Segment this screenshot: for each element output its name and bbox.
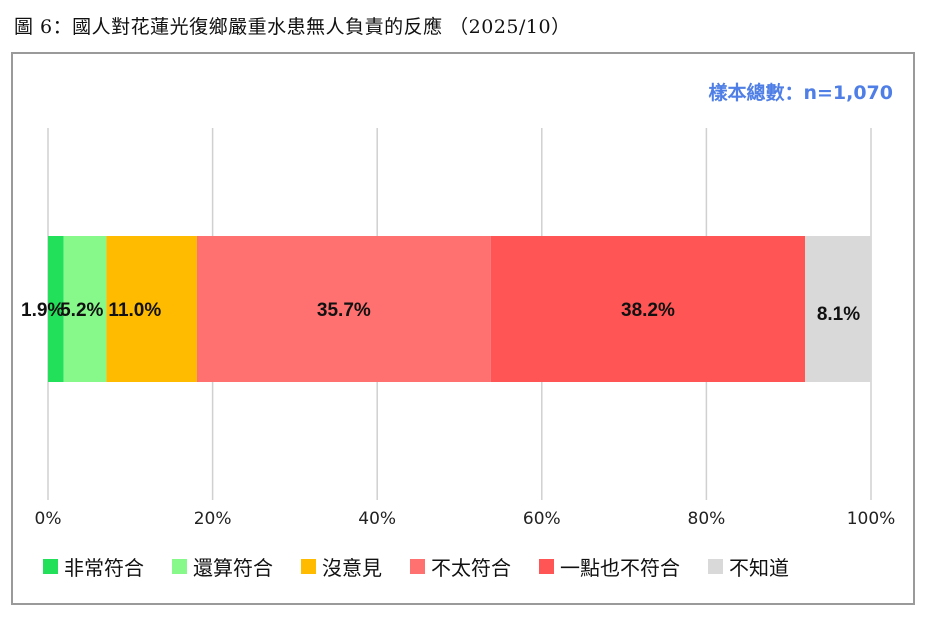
x-tick-label: 60% — [523, 509, 561, 529]
legend-label: 一點也不符合 — [560, 556, 680, 580]
bar-segment-3 — [106, 236, 197, 382]
legend-label: 不太符合 — [431, 556, 511, 580]
data-label-1: 1.9% — [21, 300, 64, 321]
legend-label: 沒意見 — [322, 556, 382, 580]
data-label-6: 8.1% — [817, 304, 860, 325]
legend-swatch — [172, 559, 187, 574]
bar-segment-2 — [63, 236, 107, 382]
bar-segment-5 — [490, 236, 806, 382]
x-tick-label: 100% — [847, 509, 896, 529]
bar-segment-1 — [48, 236, 64, 382]
stacked-bar-chart: 0% 20% 40% 60% 80% 100% 1.9%5.2% 11.0% 35.7% 38.2… — [21, 128, 896, 529]
x-tick-label: 80% — [688, 509, 726, 529]
legend-swatch — [539, 559, 554, 574]
legend-swatch — [301, 559, 316, 574]
x-tick-label: 20% — [194, 509, 232, 529]
legend-swatch — [708, 559, 723, 574]
figure-caption: 圖 6：國人對花蓮光復鄉嚴重水患無人負責的反應 （2025/10） — [14, 16, 571, 38]
data-label-4: 35.7% — [317, 300, 371, 321]
bar-segment-6 — [805, 236, 872, 382]
legend-swatch — [410, 559, 425, 574]
legend-label: 還算符合 — [193, 556, 273, 580]
data-label-5: 38.2% — [621, 300, 675, 321]
sample-size-label: 樣本總數：n=1,070 — [708, 82, 893, 104]
data-label-2: 5.2% — [60, 300, 103, 321]
chart-legend: 非常符合 還算符合 沒意見 不太符合 一點也不符合 不知道 — [43, 552, 789, 581]
legend-swatch — [43, 559, 58, 574]
legend-item-6: 不知道 — [708, 552, 789, 581]
x-tick-label: 40% — [358, 509, 396, 529]
legend-item-3: 沒意見 — [301, 552, 382, 581]
legend-label: 不知道 — [729, 556, 789, 580]
bar-segment-4 — [196, 236, 491, 382]
chart-frame: 樣本總數：n=1,070 0% 20% 40% 60% 80% 100% 1.9% 5.2% 1… — [11, 52, 915, 605]
legend-label: 非常符合 — [64, 556, 144, 580]
legend-item-5: 一點也不符合 — [539, 552, 680, 581]
x-tick-label: 0% — [35, 509, 62, 529]
data-label-3: 11.0% — [108, 300, 161, 321]
legend-item-4: 不太符合 — [410, 552, 511, 581]
legend-item-1: 非常符合 — [43, 552, 144, 581]
legend-item-2: 還算符合 — [172, 552, 273, 581]
